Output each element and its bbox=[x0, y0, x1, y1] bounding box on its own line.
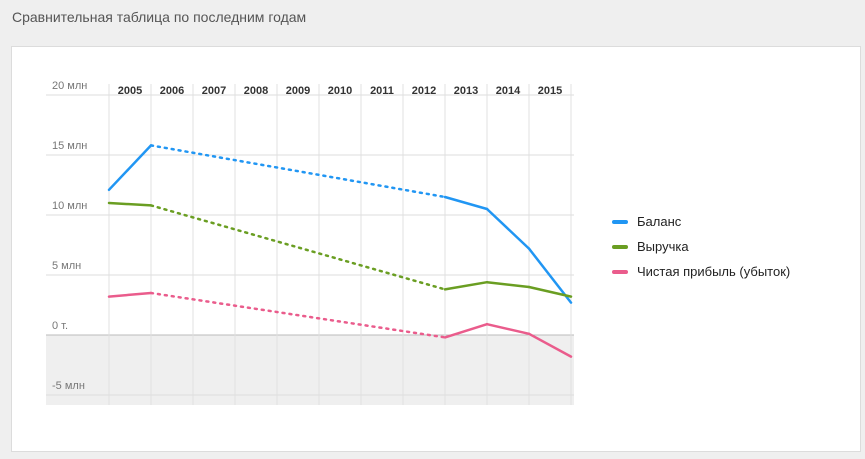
chart-legend: Баланс Выручка Чистая прибыль (убыток) bbox=[612, 209, 790, 284]
x-tick-label: 2006 bbox=[160, 85, 184, 97]
series-segment bbox=[527, 332, 573, 358]
series-0 bbox=[107, 144, 573, 304]
y-tick-label: -5 млн bbox=[52, 380, 85, 392]
x-tick-label: 2010 bbox=[328, 85, 352, 97]
series-2 bbox=[107, 291, 573, 358]
x-tick-label: 2013 bbox=[454, 85, 478, 97]
negative-area bbox=[46, 335, 574, 405]
series-segment bbox=[443, 280, 489, 291]
series-gap-segment bbox=[149, 291, 447, 339]
x-tick-label: 2014 bbox=[496, 85, 521, 97]
legend-item: Чистая прибыль (убыток) bbox=[612, 259, 790, 284]
x-tick-label: 2009 bbox=[286, 85, 310, 97]
series-segment bbox=[443, 195, 489, 211]
y-tick-label: 0 т. bbox=[52, 320, 68, 332]
series-gap-segment bbox=[149, 144, 447, 199]
y-tick-label: 5 млн bbox=[52, 260, 81, 272]
series-segment bbox=[527, 285, 573, 298]
series-1 bbox=[107, 201, 573, 298]
legend-swatch bbox=[612, 219, 628, 224]
y-tick-label: 15 млн bbox=[52, 140, 87, 152]
series-segment bbox=[107, 144, 153, 192]
x-tick-label: 2015 bbox=[538, 85, 562, 97]
series-segment bbox=[485, 207, 531, 250]
series-segment bbox=[107, 291, 153, 298]
page-title: Сравнительная таблица по последним годам bbox=[12, 9, 307, 25]
series-segment bbox=[485, 280, 531, 289]
x-tick-label: 2012 bbox=[412, 85, 436, 97]
y-tick-label: 10 млн bbox=[52, 200, 87, 212]
legend-label: Чистая прибыль (убыток) bbox=[637, 264, 791, 279]
legend-item: Выручка bbox=[612, 234, 790, 259]
x-tick-label: 2007 bbox=[202, 85, 226, 97]
series-segment bbox=[527, 247, 573, 304]
series-gap-segment bbox=[149, 204, 447, 291]
x-tick-label: 2005 bbox=[118, 85, 142, 97]
series-segment bbox=[107, 201, 153, 207]
series-segment bbox=[443, 322, 489, 339]
x-tick-label: 2011 bbox=[370, 85, 394, 97]
legend-label: Выручка bbox=[637, 239, 689, 254]
legend-swatch bbox=[612, 269, 628, 274]
x-tick-label: 2008 bbox=[244, 85, 268, 97]
legend-item: Баланс bbox=[612, 209, 790, 234]
legend-label: Баланс bbox=[637, 214, 682, 229]
legend-swatch bbox=[612, 244, 628, 249]
y-tick-label: 20 млн bbox=[52, 80, 87, 92]
series-segment bbox=[485, 322, 531, 336]
